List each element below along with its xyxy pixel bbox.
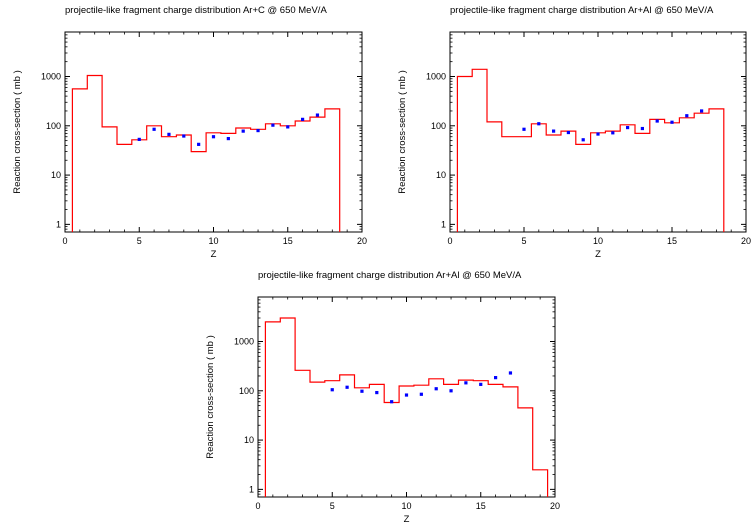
y-tick-label: 1000 xyxy=(41,72,61,82)
data-point xyxy=(640,126,644,131)
x-tick-label: 10 xyxy=(593,236,603,246)
x-tick-label: 20 xyxy=(357,236,367,246)
data-point xyxy=(256,128,260,133)
data-point xyxy=(182,134,186,138)
y-tick-label: 100 xyxy=(239,386,254,396)
data-point xyxy=(522,127,526,131)
x-tick-label: 20 xyxy=(550,501,560,511)
y-tick-label: 100 xyxy=(46,121,61,131)
y-tick-label: 100 xyxy=(431,121,446,131)
data-point xyxy=(345,385,349,389)
data-point xyxy=(685,114,689,118)
x-tick-label: 20 xyxy=(741,236,751,246)
data-point xyxy=(670,120,674,124)
data-point xyxy=(655,119,659,123)
chart-title: projectile-like fragment charge distribu… xyxy=(258,270,522,281)
x-tick-label: 0 xyxy=(62,236,67,246)
data-point xyxy=(552,129,556,133)
x-tick-label: 10 xyxy=(401,501,411,511)
plot-frame xyxy=(64,31,363,233)
y-tick-label: 1000 xyxy=(426,72,446,82)
data-point xyxy=(508,371,513,375)
data-point xyxy=(286,125,290,129)
data-point xyxy=(152,127,156,131)
y-tick-label: 1 xyxy=(249,484,254,494)
x-tick-label: 15 xyxy=(283,236,293,246)
data-point xyxy=(537,122,541,126)
data-point xyxy=(315,113,320,117)
y-tick-label: 10 xyxy=(436,170,446,180)
data-point xyxy=(700,109,704,113)
data-point xyxy=(167,132,171,136)
y-tick-label: 10 xyxy=(51,170,61,180)
chart-2: projectile-like fragment charge distribu… xyxy=(397,5,751,260)
x-tick-label: 15 xyxy=(476,501,486,511)
data-point xyxy=(404,393,409,397)
x-tick-label: 15 xyxy=(667,236,677,246)
step-histogram-series xyxy=(456,68,725,232)
data-point xyxy=(390,400,394,404)
data-point xyxy=(419,392,423,396)
x-tick-label: 0 xyxy=(447,236,452,246)
x-tick-label: 5 xyxy=(137,236,142,246)
y-axis-label: Reaction cross-section ( mb ) xyxy=(12,70,23,194)
data-point xyxy=(566,130,570,135)
y-tick-label: 1000 xyxy=(234,337,254,347)
y-tick-label: 10 xyxy=(244,435,254,445)
data-point xyxy=(211,135,216,139)
step-histogram-series xyxy=(264,317,549,497)
x-tick-label: 5 xyxy=(330,501,335,511)
chart-1: projectile-like fragment charge distribu… xyxy=(12,5,367,260)
data-point xyxy=(197,142,201,146)
data-point xyxy=(596,132,600,136)
x-axis-label: Z xyxy=(595,249,601,260)
data-point xyxy=(330,388,334,392)
data-point xyxy=(479,382,483,386)
x-tick-label: 0 xyxy=(255,501,260,511)
data-point xyxy=(137,137,141,141)
plot-frame xyxy=(449,31,747,233)
y-tick-label: 1 xyxy=(441,219,446,229)
plot-frame xyxy=(257,296,556,498)
data-point xyxy=(494,376,498,380)
data-point xyxy=(611,131,615,135)
data-point xyxy=(241,129,245,133)
chart-3: projectile-like fragment charge distribu… xyxy=(205,270,560,525)
x-axis-label: Z xyxy=(404,514,410,525)
y-axis-label: Reaction cross-section ( mb ) xyxy=(205,335,216,459)
y-axis-label: Reaction cross-section ( mb ) xyxy=(397,70,408,194)
data-point xyxy=(581,138,585,142)
data-point xyxy=(271,123,275,127)
data-point xyxy=(375,390,379,395)
x-axis-label: Z xyxy=(211,249,217,260)
chart-title: projectile-like fragment charge distribu… xyxy=(450,5,714,16)
x-tick-label: 5 xyxy=(521,236,526,246)
x-tick-label: 10 xyxy=(208,236,218,246)
step-histogram-series xyxy=(71,74,341,232)
data-point xyxy=(464,381,468,385)
data-point xyxy=(626,125,630,130)
data-point xyxy=(360,389,364,393)
data-point xyxy=(449,389,453,393)
data-point xyxy=(434,387,438,391)
data-point xyxy=(301,117,305,121)
chart-title: projectile-like fragment charge distribu… xyxy=(65,5,327,16)
y-tick-label: 1 xyxy=(56,219,61,229)
data-point xyxy=(226,136,230,141)
